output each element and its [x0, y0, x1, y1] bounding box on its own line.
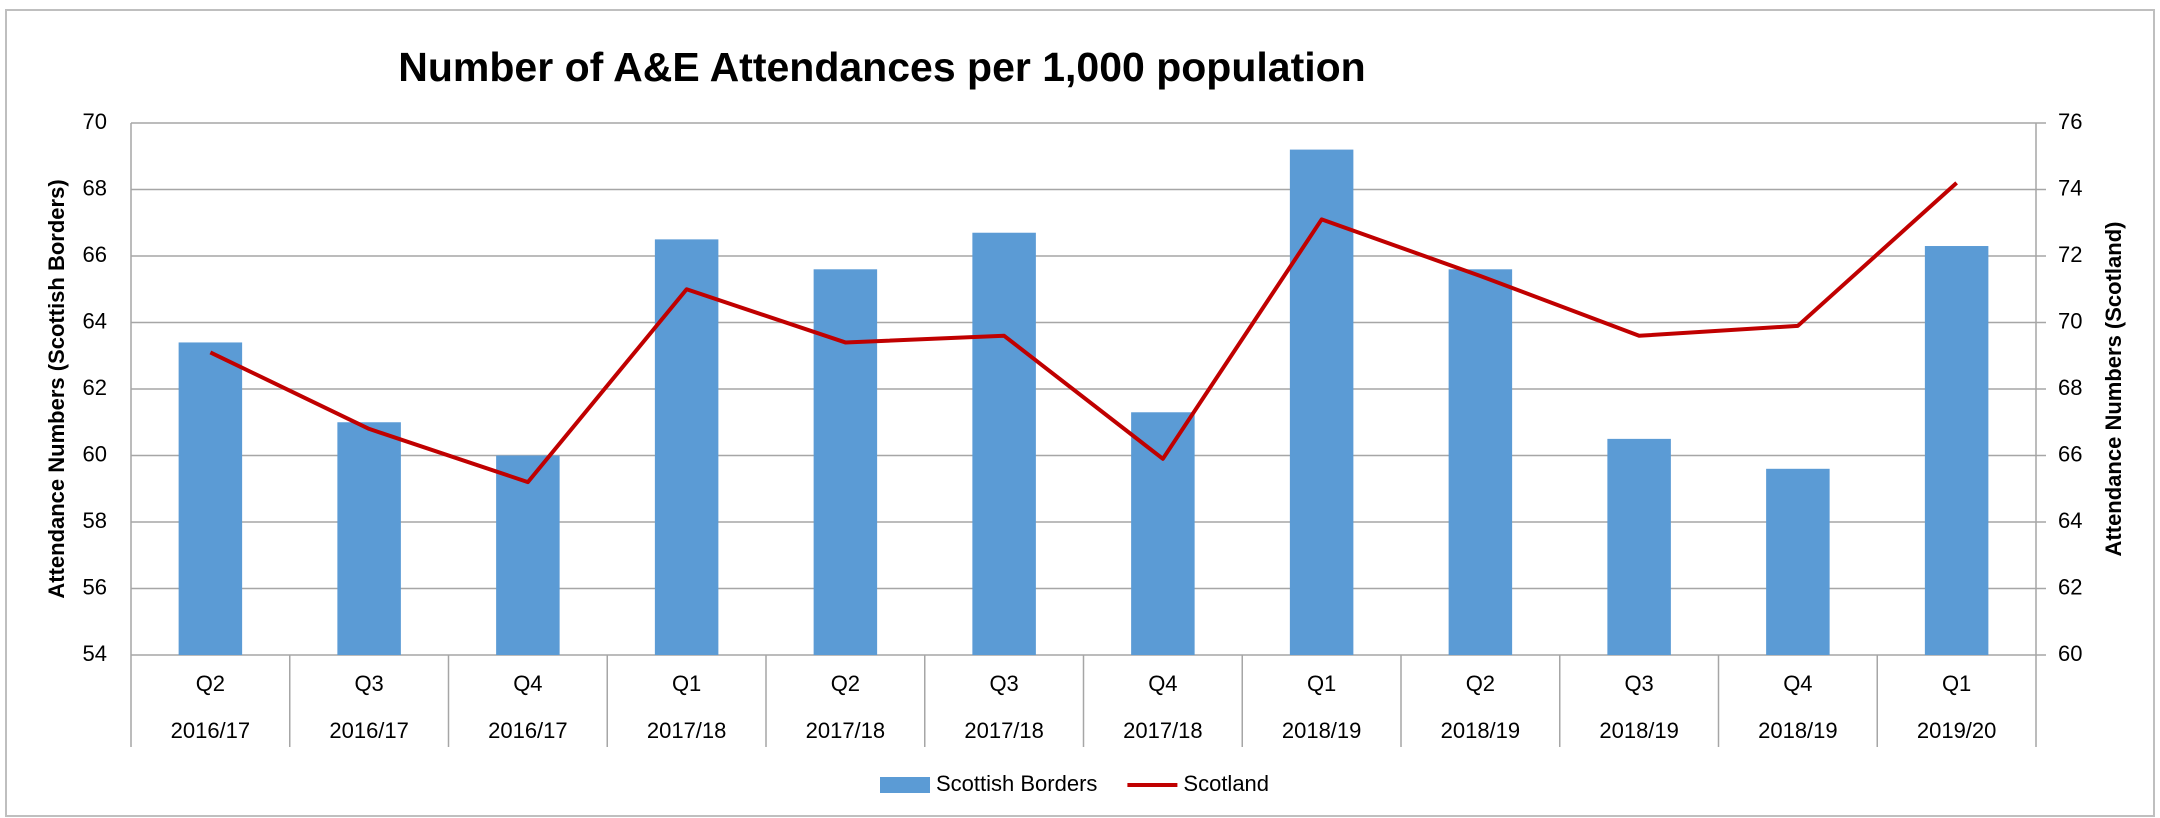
y-tick-label: 66 [83, 242, 107, 267]
y-axis-label: Attendance Numbers (Scottish Borders) [44, 179, 69, 598]
x-group-label: 2018/19 [1599, 718, 1679, 743]
line [209, 181, 1958, 485]
bar [972, 232, 1036, 655]
bar [496, 455, 560, 655]
y2-tick-label: 72 [2058, 242, 2082, 267]
x-tick-label: Q1 [1307, 671, 1336, 696]
x-group-label: 2017/18 [647, 718, 727, 743]
y-tick-label: 58 [83, 508, 107, 533]
bar [337, 422, 401, 655]
x-group-label: 2017/18 [964, 718, 1044, 743]
legend-label: Scottish Borders [936, 771, 1097, 796]
x-tick-label: Q3 [989, 671, 1018, 696]
y2-tick-label: 64 [2058, 508, 2082, 533]
y-tick-label: 64 [83, 308, 107, 333]
bar [1289, 149, 1354, 655]
legend-swatch [880, 777, 930, 793]
x-tick-label: Q3 [354, 671, 383, 696]
x-tick-label: Q1 [1942, 671, 1971, 696]
y2-tick-label: 62 [2058, 574, 2082, 599]
bar [1607, 438, 1671, 655]
x-group-label: 2016/17 [171, 718, 251, 743]
bar [1448, 269, 1513, 655]
y2-tick-label: 68 [2058, 375, 2082, 400]
y2-tick-label: 70 [2058, 308, 2082, 333]
legend-label: Scotland [1183, 771, 1269, 796]
y2-tick-label: 74 [2058, 175, 2082, 200]
x-tick-label: Q4 [513, 671, 542, 696]
bar [178, 342, 243, 655]
y2-tick-label: 60 [2058, 641, 2082, 666]
x-group-label: 2016/17 [488, 718, 568, 743]
x-group-label: 2018/19 [1758, 718, 1838, 743]
bar [654, 239, 719, 655]
y-tick-label: 62 [83, 375, 107, 400]
bar [1131, 412, 1195, 655]
y-tick-label: 60 [83, 441, 107, 466]
x-tick-label: Q2 [1466, 671, 1495, 696]
x-tick-label: Q3 [1624, 671, 1653, 696]
y2-tick-label: 76 [2058, 109, 2082, 134]
x-tick-label: Q4 [1783, 671, 1812, 696]
x-group-label: 2017/18 [1123, 718, 1203, 743]
bar [813, 269, 878, 655]
x-group-label: 2018/19 [1441, 718, 1521, 743]
x-tick-label: Q2 [831, 671, 860, 696]
chart-border [5, 9, 2155, 817]
chart-title: Number of A&E Attendances per 1,000 popu… [398, 44, 1365, 90]
y-tick-label: 70 [83, 109, 107, 134]
x-group-label: 2017/18 [806, 718, 886, 743]
y-tick-label: 56 [83, 574, 107, 599]
x-group-label: 2018/19 [1282, 718, 1362, 743]
x-group-label: 2016/17 [329, 718, 409, 743]
y2-axis-label: Attendance Numbers (Scotland) [2101, 222, 2126, 557]
x-tick-label: Q1 [672, 671, 701, 696]
y-tick-label: 68 [83, 175, 107, 200]
x-tick-label: Q4 [1148, 671, 1177, 696]
bar [1766, 468, 1830, 655]
y2-tick-label: 66 [2058, 441, 2082, 466]
y-tick-label: 54 [83, 641, 107, 666]
x-tick-label: Q2 [196, 671, 225, 696]
bar [1924, 246, 1989, 655]
x-group-label: 2019/20 [1917, 718, 1997, 743]
